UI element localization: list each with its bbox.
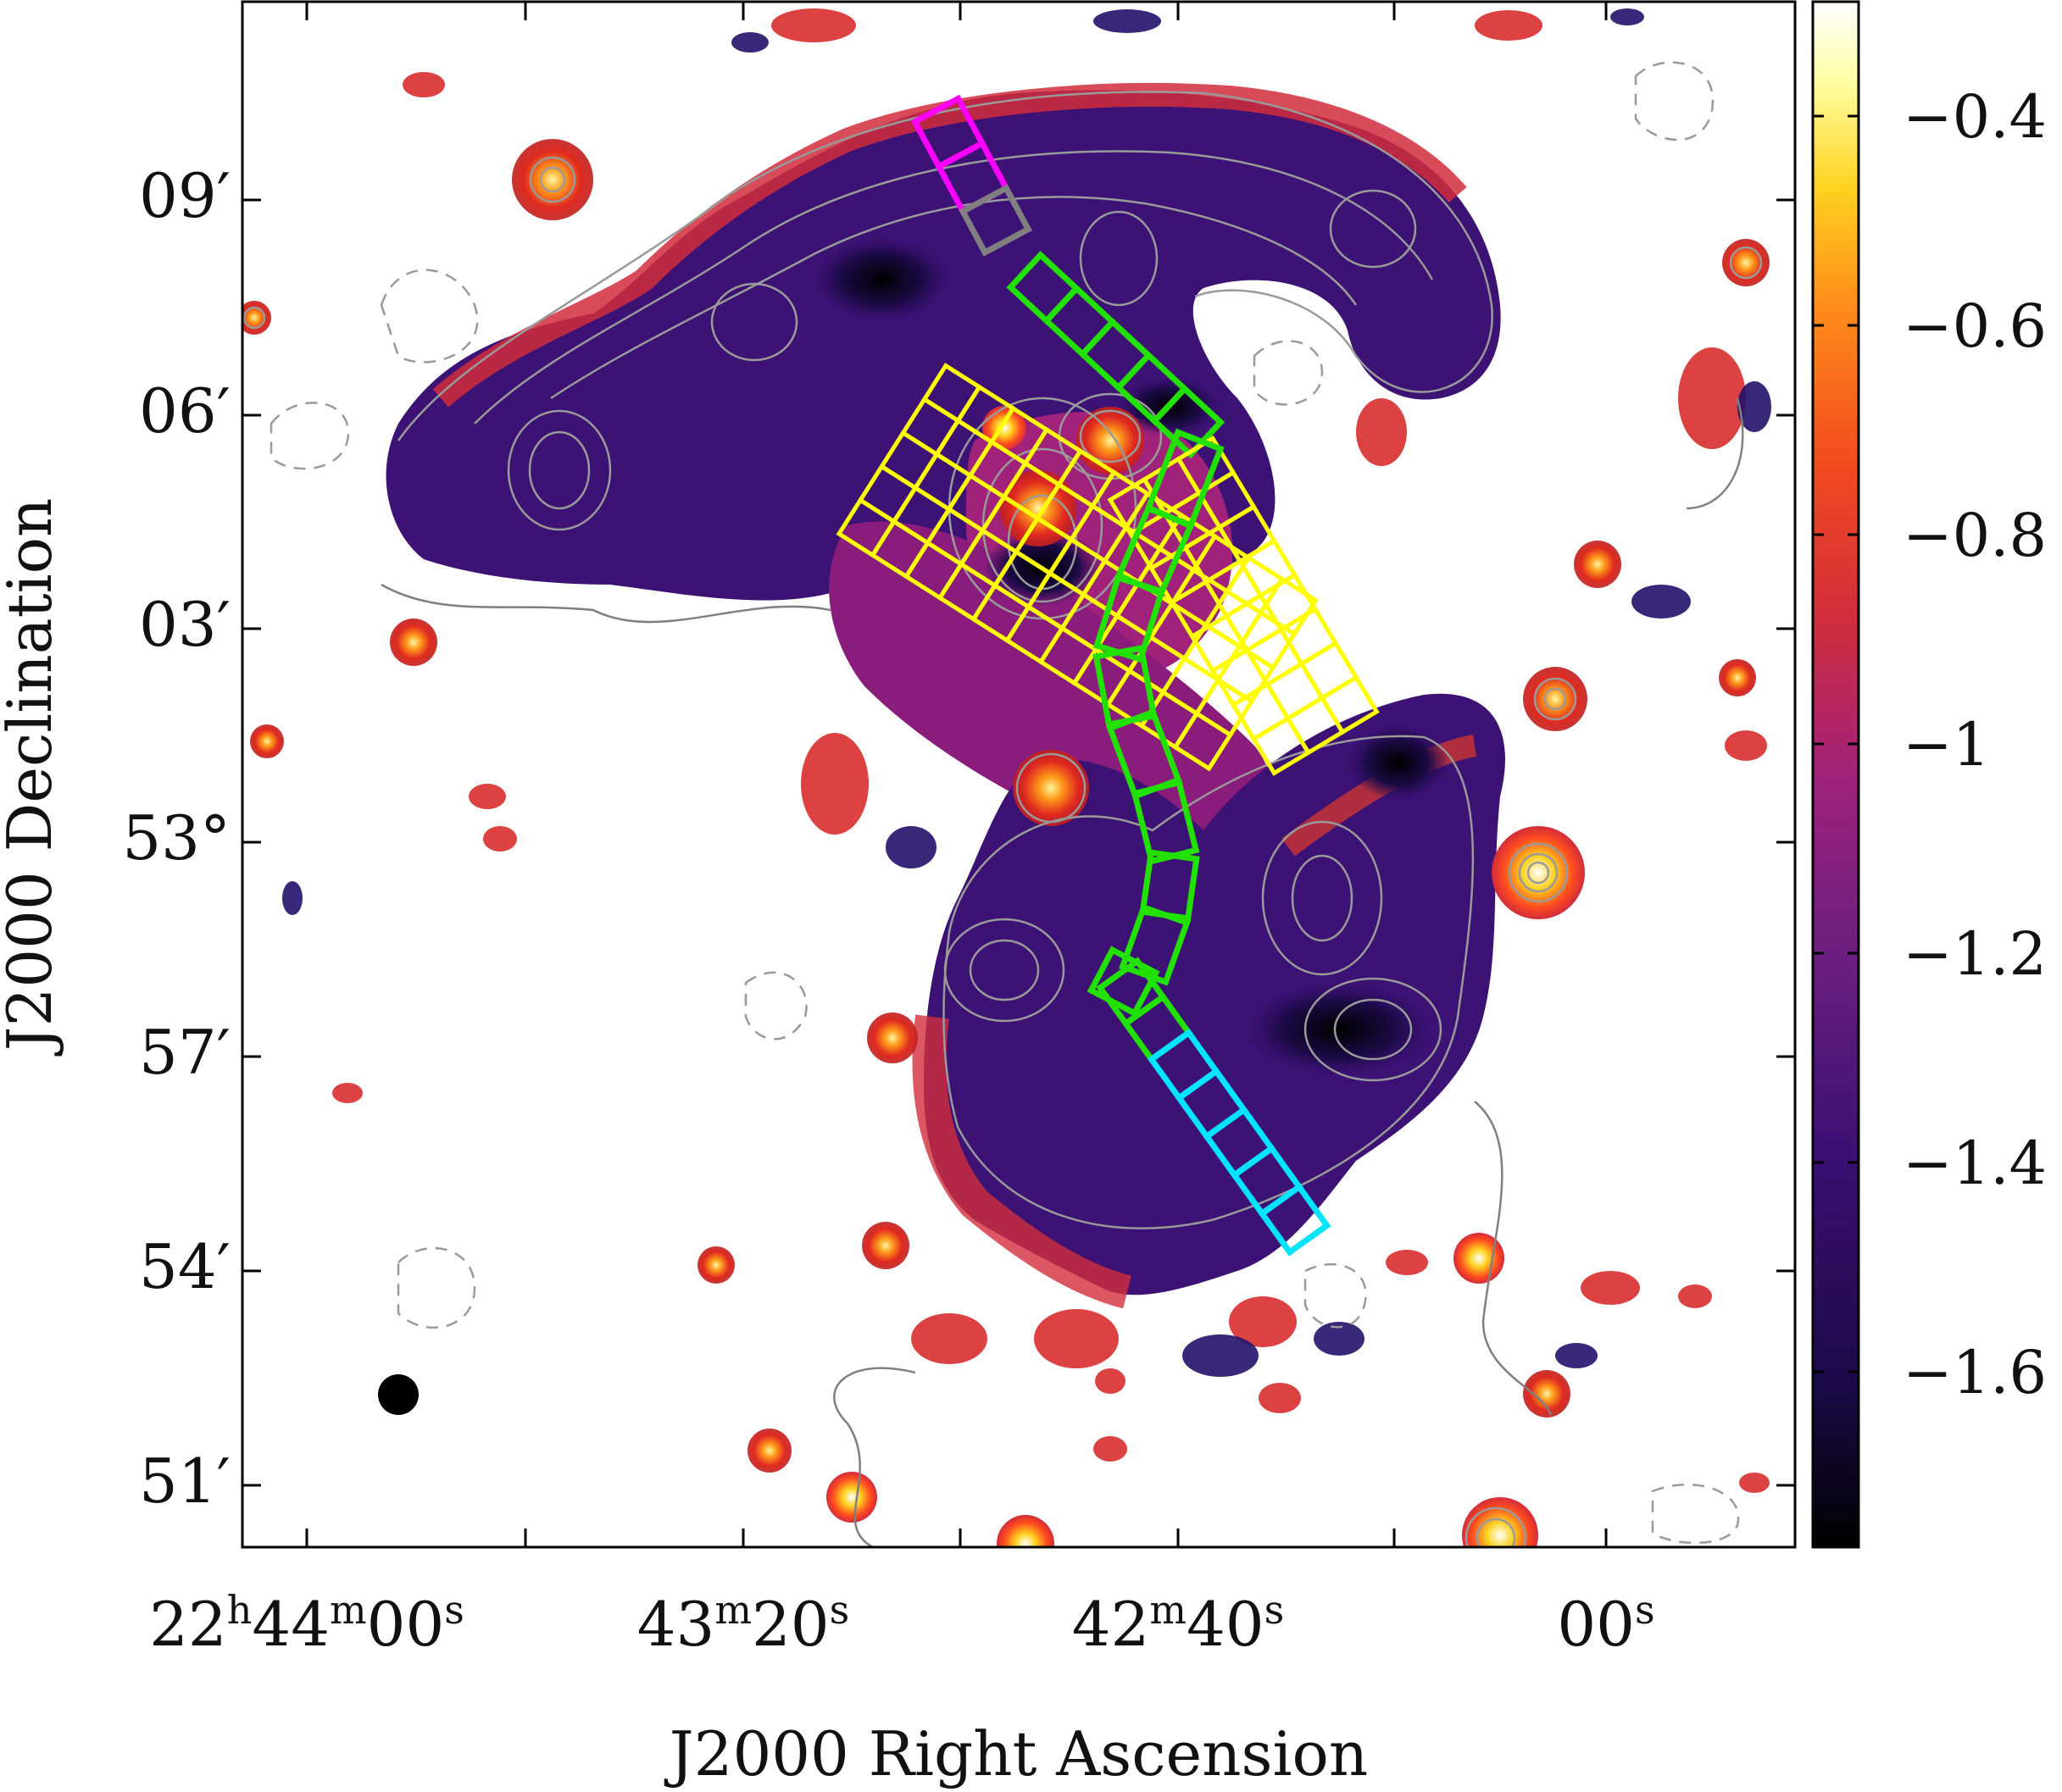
ra-tick-marks (305, 2, 1608, 1547)
green-region-box (1092, 574, 1166, 663)
ra-tick-label-part: m (1149, 1587, 1187, 1633)
colorbar-tick-label: −1.2 (1903, 919, 2047, 989)
point-source (862, 1222, 909, 1269)
ra-tick-label-part: 43 (637, 1589, 715, 1660)
ra-tick-label-part: 00 (367, 1589, 445, 1660)
green-region-box (1092, 644, 1158, 729)
point-source (997, 1515, 1054, 1547)
point-source (512, 139, 593, 220)
ra-tick-label-part: h (227, 1587, 253, 1633)
north-lobe (386, 90, 1501, 601)
ra-tick-label-part: 20 (752, 1589, 830, 1660)
dec-tick-label: 53° (122, 802, 231, 874)
grey-region-boxes (959, 184, 1032, 257)
dec-tick-label: 06′ (139, 375, 231, 447)
point-source (826, 1472, 877, 1523)
ra-tick-label-part: 00 (1557, 1589, 1635, 1660)
beam-marker (378, 1374, 419, 1415)
point-source (1574, 541, 1621, 588)
point-source (1076, 407, 1144, 474)
cyan-region-box (1258, 1182, 1331, 1257)
point-source (250, 724, 284, 758)
dec-tick-label: 54′ (139, 1231, 231, 1302)
colorbar-tick-label: −1 (1903, 710, 1990, 779)
ra-tick-label-part: s (1264, 1587, 1285, 1633)
south-lobe (924, 693, 1505, 1295)
plot-frame (241, 0, 1797, 1549)
ra-tick-label-part: s (830, 1587, 850, 1633)
ra-tick-label-part: m (714, 1587, 752, 1633)
point-source (748, 1429, 792, 1473)
negative-contours (270, 61, 1740, 1545)
dark-patch (1348, 724, 1449, 801)
y-axis-title: J2000 Declination (0, 498, 65, 1057)
ra-tick-label: 00s (1557, 1587, 1654, 1660)
colorbar-tick-label: −0.8 (1903, 501, 2047, 570)
sky-image (242, 2, 1795, 1547)
dec-tick-label: 03′ (139, 589, 231, 660)
colorbar-tick-label: −0.6 (1903, 291, 2047, 361)
ra-tick-label-part: m (330, 1587, 367, 1633)
outer-contour (381, 397, 1744, 1547)
dec-tick-label: 09′ (139, 160, 231, 231)
point-source (867, 1013, 918, 1063)
ra-tick-label-part: 40 (1187, 1589, 1264, 1660)
green-region-boxes-center (1092, 428, 1225, 986)
ra-tick-label: 42m40s (1072, 1587, 1284, 1660)
point-source (1492, 826, 1585, 919)
point-source (390, 619, 437, 666)
yellow-grid-cell (1319, 674, 1380, 735)
point-source (1462, 1497, 1538, 1547)
dec-tick-marks (242, 198, 1795, 1487)
ra-tick-label-part: s (1635, 1587, 1655, 1633)
noise-patches-blue (282, 8, 1771, 1377)
point-source (1523, 1370, 1570, 1418)
colorbar-tick-label: −1.4 (1903, 1129, 2047, 1198)
bridge-region (829, 521, 1272, 861)
colorbar-tick-label: −0.4 (1903, 82, 2047, 152)
green-region-box (1119, 903, 1191, 986)
point-source (698, 1246, 735, 1284)
south-lobe-rim (912, 1014, 1132, 1309)
x-axis-title: J2000 Right Ascension (664, 1718, 1368, 1789)
ra-tick-label-part: 42 (1072, 1589, 1150, 1660)
point-source (1523, 667, 1587, 731)
ra-tick-label-part: 44 (252, 1589, 330, 1660)
green-region-box (1150, 384, 1226, 459)
north-lobe-rim (432, 83, 1467, 408)
green-region-boxes-north (1006, 251, 1226, 459)
ra-tick-label: 22h44m00s (149, 1587, 464, 1660)
dec-tick-label: 51′ (139, 1445, 231, 1517)
ra-tick-label-part: 22 (149, 1589, 227, 1660)
grey-region-box (959, 184, 1032, 257)
ra-tick-label-part: s (444, 1587, 464, 1633)
point-source (1719, 659, 1756, 696)
yellow-grid-west (836, 363, 1319, 772)
cyan-region-boxes (1147, 1028, 1331, 1257)
noise-patches (332, 8, 1770, 1493)
dark-patch (1246, 983, 1432, 1076)
colorbar (1811, 0, 1860, 1549)
point-source (1453, 1233, 1504, 1284)
dark-patch (814, 237, 949, 322)
point-source (1722, 239, 1770, 286)
radio-contours (242, 91, 1763, 1547)
colorbar-tick-label: −1.6 (1903, 1338, 2047, 1407)
dec-tick-label: 57′ (139, 1017, 231, 1088)
colorbar-tick-marks (1813, 114, 1859, 1373)
point-source (1013, 750, 1089, 826)
ra-tick-label: 43m20s (637, 1587, 849, 1660)
